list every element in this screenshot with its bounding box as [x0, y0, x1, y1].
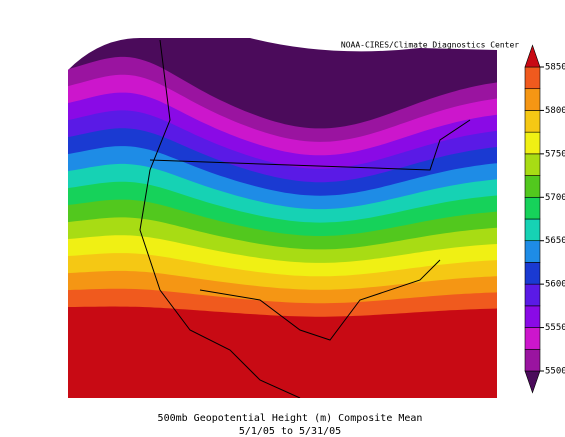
- colorbar: 5500 5550 5600 5650 5700 5750 5800 5850: [524, 44, 565, 394]
- map-subtitle: 5/1/05 to 5/31/05: [239, 426, 341, 437]
- colorbar-tick-label: 5800: [545, 106, 565, 116]
- colorbar-bin: [524, 240, 541, 263]
- colorbar-tick-label: 5650: [545, 236, 565, 246]
- colorbar-tick-label: 5600: [545, 280, 565, 290]
- colorbar-bin: [524, 196, 541, 220]
- colorbar-tick-label: 5850: [545, 63, 565, 73]
- colorbar-tick-label: 5700: [545, 193, 565, 203]
- boundaries: [139, 39, 471, 398]
- contour-band: [68, 306, 497, 398]
- colorbar-bin: [524, 110, 541, 133]
- border: [149, 119, 471, 171]
- colorbar-bin: [524, 175, 541, 198]
- colorbar-bin: [524, 131, 541, 155]
- colorbar-tick-label: 5500: [545, 367, 565, 377]
- colorbar-bin: [524, 327, 541, 350]
- border: [199, 259, 441, 341]
- colorbar-bin: [524, 88, 541, 111]
- colorbar-bin: [524, 348, 541, 372]
- coastline: [139, 39, 301, 398]
- colorbar-bin: [524, 283, 541, 307]
- map-title: 500mb Geopotential Height (m) Composite …: [158, 413, 423, 424]
- colorbar-bin: [524, 66, 541, 90]
- colorbar-tick-label: 5750: [545, 149, 565, 159]
- colorbar-bin: [524, 153, 541, 176]
- colorbar-bin: [524, 218, 541, 242]
- colorbar-bin: [524, 44, 541, 68]
- colorbar-tick-label: 5550: [545, 323, 565, 333]
- colorbar-bin: [524, 262, 541, 285]
- colorbar-bin: [524, 305, 541, 328]
- credit: NOAA-CIRES/Climate Diagnostics Center: [341, 41, 519, 50]
- colorbar-bin: [524, 370, 541, 394]
- contour-map: [68, 38, 497, 398]
